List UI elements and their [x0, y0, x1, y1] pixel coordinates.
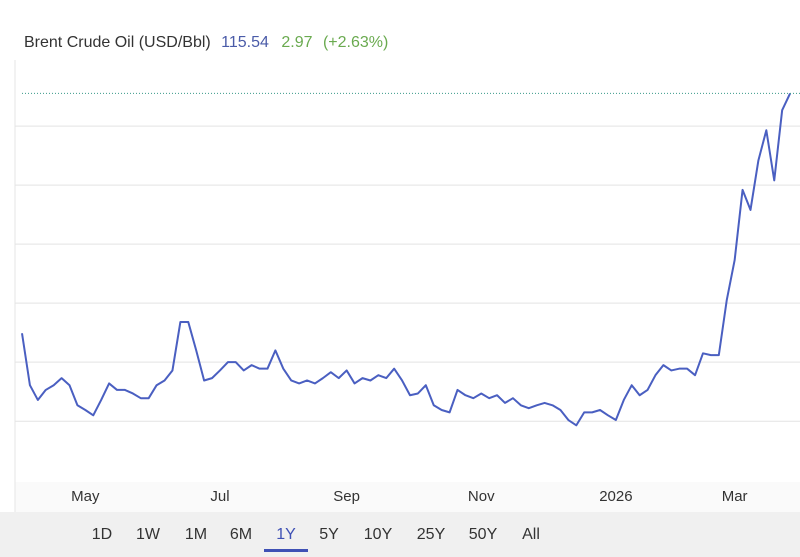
- chart-title: Brent Crude Oil (USD/Bbl): [24, 34, 211, 51]
- range-button[interactable]: All: [522, 526, 540, 543]
- x-tick-label: Sep: [333, 488, 360, 505]
- x-tick-label: Mar: [722, 488, 748, 505]
- x-axis-strip: [15, 482, 800, 512]
- range-button[interactable]: 1W: [136, 526, 161, 543]
- range-selected-underline: [264, 549, 308, 552]
- range-button[interactable]: 1D: [92, 526, 112, 543]
- range-button[interactable]: 1Y: [276, 526, 296, 543]
- x-tick-label: 2026: [599, 488, 632, 505]
- x-tick-label: May: [71, 488, 100, 505]
- range-button[interactable]: 5Y: [319, 526, 339, 543]
- change: 2.97: [281, 34, 312, 51]
- x-tick-label: Nov: [468, 488, 495, 505]
- range-button[interactable]: 50Y: [469, 526, 498, 543]
- range-button[interactable]: 1M: [185, 526, 207, 543]
- header: Brent Crude Oil (USD/Bbl) 115.54 2.97 (+…: [24, 34, 388, 51]
- range-button[interactable]: 25Y: [417, 526, 446, 543]
- range-button[interactable]: 10Y: [364, 526, 393, 543]
- x-tick-label: Jul: [210, 488, 229, 505]
- last-value: 115.54: [221, 34, 269, 51]
- price-line: [21, 92, 791, 427]
- range-button[interactable]: 6M: [230, 526, 252, 543]
- range-bar: [0, 512, 800, 557]
- change-percent: (+2.63%): [323, 34, 388, 51]
